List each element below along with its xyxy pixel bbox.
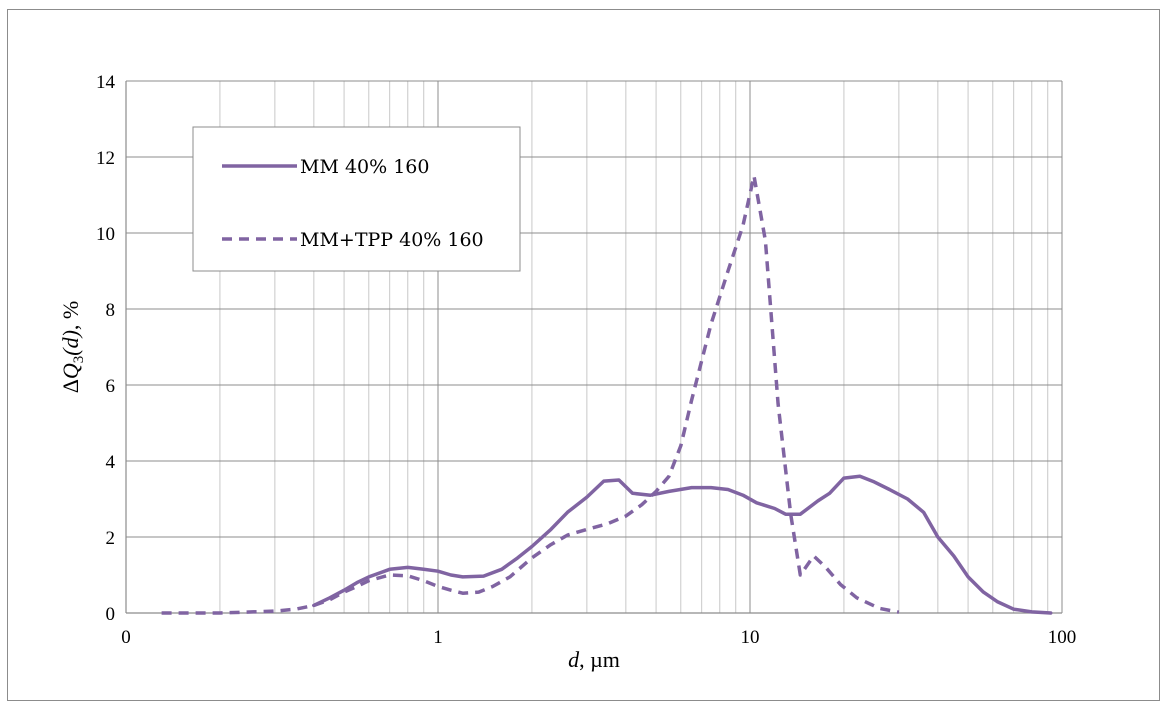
y-axis-subscript: 3: [71, 356, 87, 364]
grid: [125, 80, 1063, 614]
x-axis-unit: , µm: [579, 647, 620, 672]
y-axis-delta: Δ: [58, 379, 83, 393]
y-tick-label: 4: [106, 452, 116, 473]
y-axis-title: ΔQ3(d), %: [58, 301, 87, 394]
x-axis-title: d, µm: [568, 647, 620, 672]
legend-box: [192, 126, 521, 272]
y-tick-label: 2: [106, 528, 116, 549]
y-tick-labels: 0 2 4 6 8 10 12 14: [96, 72, 116, 625]
y-tick-label: 6: [106, 376, 116, 397]
legend: MM 40% 160 MM+TPP 40% 160: [192, 126, 521, 272]
x-tick-labels: 0 1 10 100: [121, 627, 1076, 648]
y-axis-unit: , %: [58, 301, 83, 330]
y-tick-label: 14: [96, 72, 116, 93]
y-tick-label: 8: [106, 300, 116, 321]
legend-label-mm: MM 40% 160: [300, 156, 429, 178]
x-tick-label: 0: [121, 627, 131, 648]
y-axis-var: Q: [58, 363, 83, 379]
y-tick-label: 12: [96, 148, 115, 169]
x-tick-label: 100: [1048, 627, 1077, 648]
y-tick-label: 10: [96, 224, 115, 245]
x-axis-var: d: [568, 647, 580, 672]
series-group: [161, 174, 1053, 615]
series-line-mm: [312, 474, 1053, 615]
legend-label-mm-tpp: MM+TPP 40% 160: [300, 229, 484, 251]
y-tick-label: 0: [106, 604, 116, 625]
x-tick-label: 1: [433, 627, 443, 648]
y-axis-arg: (d): [58, 330, 83, 356]
x-tick-label: 10: [741, 627, 760, 648]
